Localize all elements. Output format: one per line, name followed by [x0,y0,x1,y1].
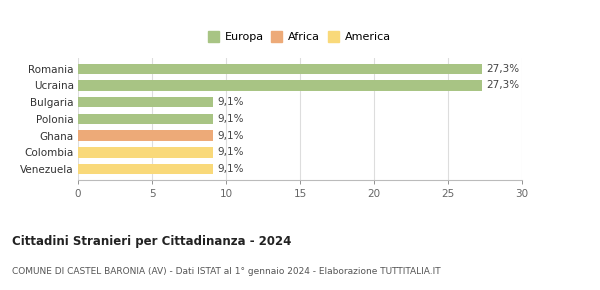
Text: 9,1%: 9,1% [217,147,244,157]
Bar [78,64,482,74]
Text: 9,1%: 9,1% [217,114,244,124]
Text: 9,1%: 9,1% [217,130,244,141]
Text: Cittadini Stranieri per Cittadinanza - 2024: Cittadini Stranieri per Cittadinanza - 2… [12,235,292,248]
Legend: Europa, Africa, America: Europa, Africa, America [207,30,393,45]
Text: COMUNE DI CASTEL BARONIA (AV) - Dati ISTAT al 1° gennaio 2024 - Elaborazione TUT: COMUNE DI CASTEL BARONIA (AV) - Dati IST… [12,267,440,276]
Text: 27,3%: 27,3% [487,80,520,90]
Bar [78,114,212,124]
Bar [78,130,212,141]
Text: 27,3%: 27,3% [487,64,520,74]
Bar [78,97,212,107]
Text: 9,1%: 9,1% [217,164,244,174]
Text: 9,1%: 9,1% [217,97,244,107]
Bar [78,147,212,157]
Bar [78,164,212,174]
Bar [78,80,482,91]
